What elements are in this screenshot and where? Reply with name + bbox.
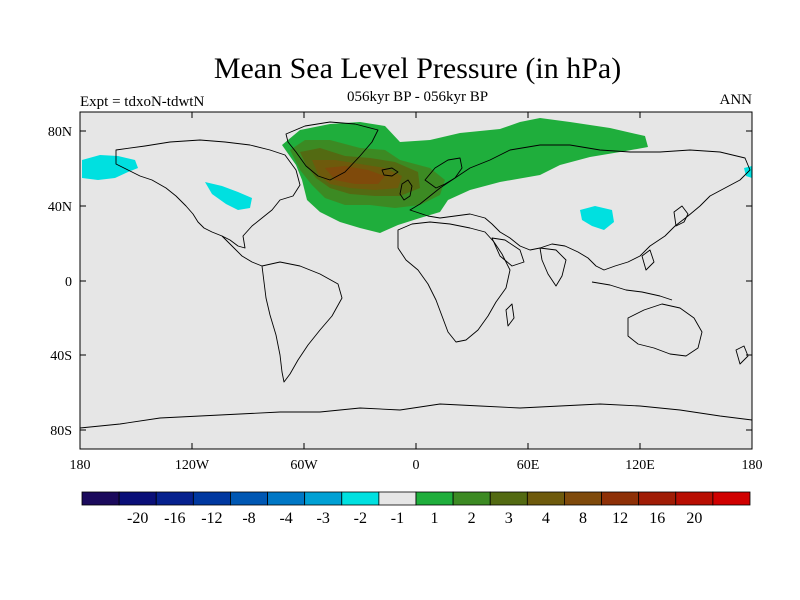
colorbar-box (452, 491, 491, 506)
coastline-australia (627, 303, 703, 357)
coastline-indonesia (591, 281, 673, 301)
experiment-label: Expt = tdxoN-tdwtN (80, 94, 205, 110)
lat-label-0: 0 (65, 275, 72, 290)
colorbar-label: -1 (391, 510, 404, 527)
colorbar-label: 1 (431, 510, 439, 527)
colorbar-label: -20 (127, 510, 148, 527)
lat-label-40s: 40S (50, 349, 72, 364)
colorbar-label: 12 (612, 510, 628, 527)
colorbar-box (526, 491, 565, 506)
colorbar-box (378, 491, 417, 506)
colorbar-box (638, 491, 677, 506)
colorbar-label: -12 (201, 510, 222, 527)
anomaly-region-level-5 (325, 166, 385, 184)
lat-label-80n: 80N (48, 125, 72, 140)
coastline-madagascar (505, 303, 515, 327)
colorbar (81, 491, 751, 506)
lon-label-180e: 180 (742, 458, 763, 473)
season-label: ANN (719, 92, 753, 108)
lon-labels: 180 120W 60W 0 60E 120E 180 (70, 458, 763, 473)
coastline-eurasia (409, 144, 751, 271)
colorbar-box (304, 491, 343, 506)
coastline-central-america (221, 235, 263, 267)
colorbar-label: -8 (242, 510, 255, 527)
anomaly-region-tibet (580, 206, 614, 230)
colorbar-labels: -20 -16 -12 -8 -4 -3 -2 -1 1 2 3 4 8 12 16 20 (127, 510, 702, 527)
colorbar-box (601, 491, 640, 506)
colorbar-box (489, 491, 528, 506)
lon-label-120w: 120W (175, 458, 210, 473)
lat-labels: 80N 40N 0 40S 80S (48, 125, 72, 439)
colorbar-label: -2 (354, 510, 367, 527)
coastline-india (539, 247, 567, 287)
coastline-arabia (491, 237, 525, 267)
lon-label-180w: 180 (70, 458, 91, 473)
colorbar-label: 3 (505, 510, 513, 527)
colorbar-box (712, 491, 751, 506)
anomaly-region-north-pacific (82, 155, 138, 180)
coastline-philippines (641, 249, 655, 271)
colorbar-box (118, 491, 157, 506)
colorbar-box (155, 491, 194, 506)
colorbar-box (267, 491, 306, 506)
coastline-greenland (285, 121, 379, 181)
anomaly-region-north-america (205, 182, 252, 210)
lon-label-60e: 60E (517, 458, 540, 473)
lon-label-120e: 120E (625, 458, 655, 473)
colorbar-label: 8 (579, 510, 587, 527)
colorbar-label: 20 (686, 510, 702, 527)
colorbar-box (415, 491, 454, 506)
lat-label-40n: 40N (48, 200, 72, 215)
coastline-south-america (261, 261, 343, 383)
colorbar-box (341, 491, 380, 506)
coastline-antarctica (79, 403, 753, 429)
colorbar-label: -16 (164, 510, 185, 527)
plot-title: Mean Sea Level Pressure (in hPa) (213, 52, 622, 85)
plot-subtitle: 056kyr BP - 056kyr BP (346, 89, 489, 105)
colorbar-label: 4 (542, 510, 550, 527)
coastline-scandinavia (424, 157, 463, 189)
colorbar-box (192, 491, 231, 506)
coastline-north-america (115, 139, 301, 249)
coastline-british-isles (399, 179, 413, 201)
colorbar-label: 2 (468, 510, 476, 527)
colorbar-box (230, 491, 268, 506)
lon-label-60w: 60W (290, 458, 318, 473)
colorbar-label: 16 (649, 510, 665, 527)
lat-ticks (80, 130, 752, 431)
coastline-africa (397, 221, 511, 343)
coastline-new-zealand (735, 345, 749, 365)
colorbar-box (675, 491, 714, 506)
colorbar-label: -3 (317, 510, 330, 527)
colorbar-box (81, 491, 120, 506)
coastlines (79, 121, 753, 429)
lat-label-80s: 80S (50, 424, 72, 439)
colorbar-box (564, 491, 602, 506)
lon-label-0: 0 (413, 458, 420, 473)
coastline-japan (673, 205, 689, 227)
colorbar-label: -4 (279, 510, 292, 527)
lon-ticks (79, 112, 753, 449)
coastline-iceland (381, 167, 399, 177)
